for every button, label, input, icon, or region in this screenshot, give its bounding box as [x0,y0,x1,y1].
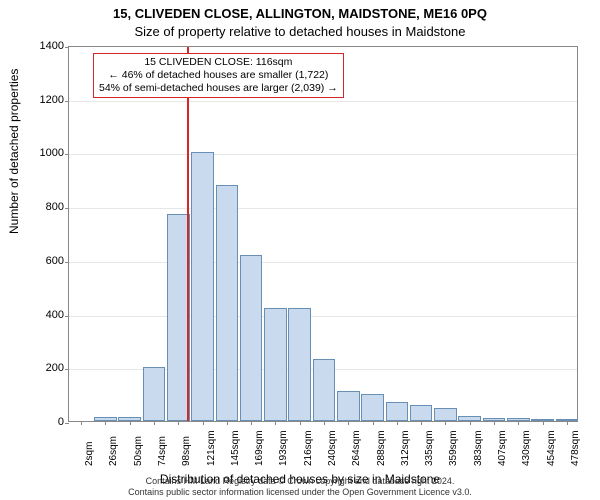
x-tick-mark [494,421,495,425]
y-tick-mark [65,369,69,370]
gridline [69,208,577,209]
x-tick-mark [227,421,228,425]
y-tick-mark [65,208,69,209]
plot-area: 15 CLIVEDEN CLOSE: 116sqm ← 46% of detac… [68,46,578,422]
x-tick-mark [300,421,301,425]
footer-line: Contains public sector information licen… [0,487,600,498]
y-tick-mark [65,316,69,317]
x-tick-mark [470,421,471,425]
y-tick-label: 1000 [24,147,64,159]
histogram-bar [337,391,360,421]
y-tick-mark [65,154,69,155]
histogram-bar [313,359,336,421]
y-tick-mark [65,101,69,102]
y-tick-label: 800 [24,201,64,213]
x-tick-mark [348,421,349,425]
y-tick-label: 1400 [24,40,64,52]
x-tick-mark [324,421,325,425]
annotation-line: 54% of semi-detached houses are larger (… [99,82,338,95]
histogram-bar [240,255,263,422]
x-tick-mark [105,421,106,425]
x-tick-mark [251,421,252,425]
x-tick-mark [567,421,568,425]
y-tick-mark [65,262,69,263]
x-tick-mark [373,421,374,425]
gridline [69,316,577,317]
histogram-bar [264,308,287,421]
histogram-bar [191,152,214,421]
annotation-line: 15 CLIVEDEN CLOSE: 116sqm [99,56,338,69]
x-tick-mark [518,421,519,425]
histogram-bar [216,185,239,421]
histogram-bar [288,308,311,421]
y-tick-label: 1200 [24,94,64,106]
y-axis-label: Number of detached properties [7,69,21,234]
chart-title-line1: 15, CLIVEDEN CLOSE, ALLINGTON, MAIDSTONE… [0,6,600,21]
annotation-line: ← 46% of detached houses are smaller (1,… [99,69,338,82]
histogram-bar [386,402,409,421]
reference-line [187,47,189,421]
chart-title-line2: Size of property relative to detached ho… [0,24,600,39]
chart-container: 15, CLIVEDEN CLOSE, ALLINGTON, MAIDSTONE… [0,0,600,500]
x-tick-mark [154,421,155,425]
x-tick-mark [421,421,422,425]
x-tick-mark [203,421,204,425]
x-tick-mark [178,421,179,425]
gridline [69,262,577,263]
x-tick-mark [81,421,82,425]
y-tick-mark [65,47,69,48]
footer-line: Contains HM Land Registry data © Crown c… [0,476,600,487]
footer-attribution: Contains HM Land Registry data © Crown c… [0,476,600,498]
histogram-bar [434,408,457,421]
x-tick-mark [130,421,131,425]
x-tick-mark [397,421,398,425]
histogram-bar [143,367,166,421]
y-tick-label: 200 [24,362,64,374]
y-tick-mark [65,423,69,424]
x-tick-mark [275,421,276,425]
gridline [69,154,577,155]
y-tick-label: 600 [24,255,64,267]
gridline [69,101,577,102]
histogram-bar [361,394,384,421]
x-tick-mark [445,421,446,425]
annotation-box: 15 CLIVEDEN CLOSE: 116sqm ← 46% of detac… [93,53,344,98]
y-tick-label: 400 [24,309,64,321]
histogram-bar [410,405,433,421]
y-tick-label: 0 [24,416,64,428]
x-tick-mark [543,421,544,425]
